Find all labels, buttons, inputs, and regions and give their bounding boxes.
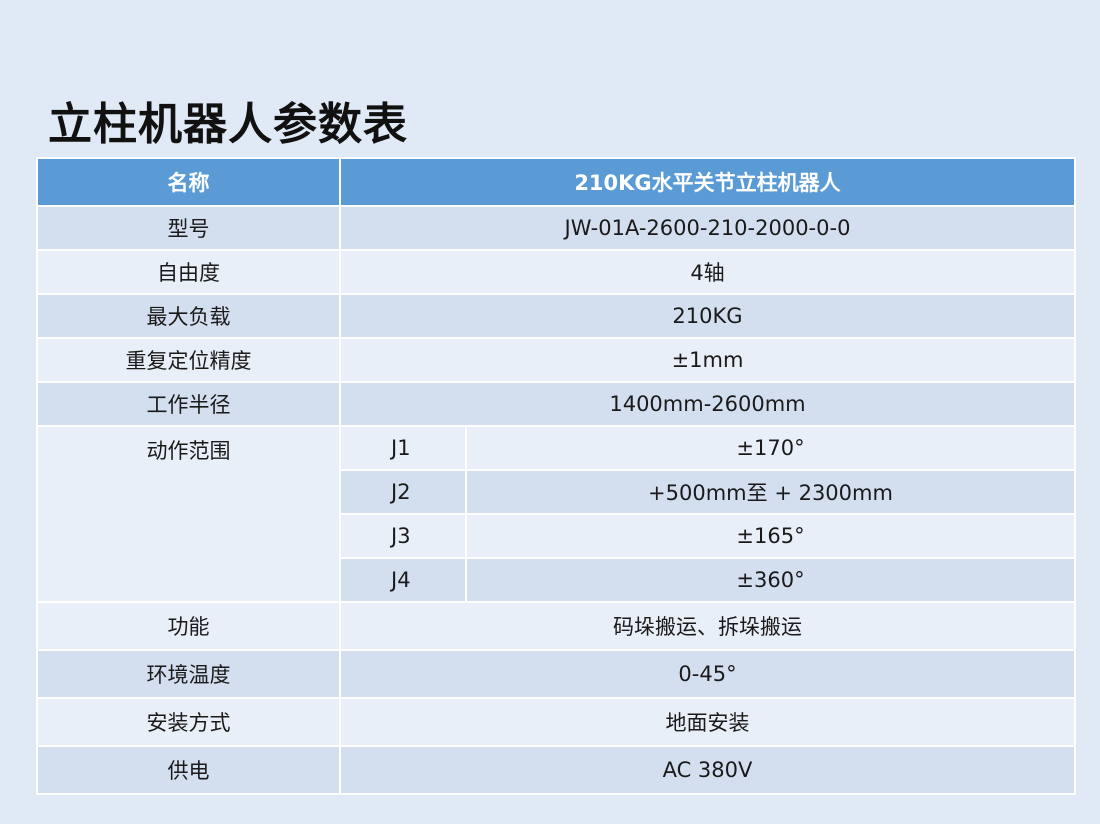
table-row: 功能 码垛搬运、拆垛搬运	[36, 601, 1076, 651]
page-title: 立柱机器人参数表	[48, 99, 408, 150]
table-row: 最大负载 210KG	[36, 293, 1076, 339]
axis-label: J4	[339, 557, 467, 603]
table-row: 重复定位精度 ±1mm	[36, 337, 1076, 383]
motion-row: 动作范围 J1 ±170°	[36, 425, 1076, 603]
axis-value: ±170°	[465, 425, 1076, 471]
motion-row: J2 +500mm至 + 2300mm	[37, 469, 1076, 515]
motion-label: 动作范围	[36, 425, 341, 603]
spec-table: 名称 210KG水平关节立柱机器人 型号 JW-01A-2600-210-2000…	[36, 157, 1076, 795]
row-label: 重复定位精度	[36, 337, 341, 383]
axis-label: J2	[339, 469, 467, 515]
row-label: 最大负载	[36, 293, 341, 339]
table-header: 名称 210KG水平关节立柱机器人	[36, 157, 1076, 207]
axis-label: J3	[339, 513, 467, 559]
table-row: 安装方式 地面安装	[36, 697, 1076, 747]
row-label: 型号	[36, 205, 341, 251]
row-label: 环境温度	[36, 649, 341, 699]
table-row: 环境温度 0-45°	[36, 649, 1076, 699]
table-row: 供电 AC 380V	[36, 745, 1076, 795]
row-label: 自由度	[36, 249, 341, 295]
motion-row: J3 ±165°	[37, 513, 1076, 559]
table-row: 型号 JW-01A-2600-210-2000-0-0	[36, 205, 1076, 251]
row-value: 210KG	[339, 293, 1076, 339]
row-label: 工作半径	[36, 381, 341, 427]
row-value: 0-45°	[339, 649, 1076, 699]
axis-label: J1	[339, 425, 467, 471]
row-label: 功能	[36, 601, 341, 651]
row-value: 1400mm-2600mm	[339, 381, 1076, 427]
axis-value: ±165°	[465, 513, 1076, 559]
row-value: 4轴	[339, 249, 1076, 295]
table-row: 自由度 4轴	[36, 249, 1076, 295]
row-value: ±1mm	[339, 337, 1076, 383]
row-value: 地面安装	[339, 697, 1076, 747]
axis-value: +500mm至 + 2300mm	[465, 469, 1076, 515]
row-value: JW-01A-2600-210-2000-0-0	[339, 205, 1076, 251]
table-row: 工作半径 1400mm-2600mm	[36, 381, 1076, 427]
motion-row: J4 ±360°	[37, 557, 1076, 603]
row-label: 供电	[36, 745, 341, 795]
axis-value: ±360°	[465, 557, 1076, 603]
header-value: 210KG水平关节立柱机器人	[339, 157, 1076, 207]
header-name: 名称	[36, 157, 341, 207]
row-value: 码垛搬运、拆垛搬运	[339, 601, 1076, 651]
row-value: AC 380V	[339, 745, 1076, 795]
row-label: 安装方式	[36, 697, 341, 747]
